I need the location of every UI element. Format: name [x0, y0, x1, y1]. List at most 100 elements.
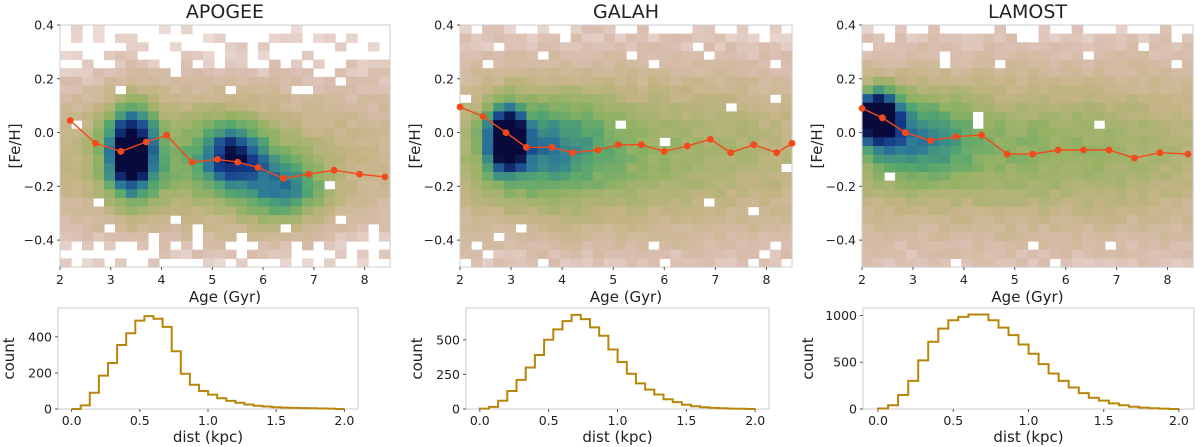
density-cell [203, 171, 215, 182]
density-cell [368, 206, 380, 216]
density-cell [526, 258, 539, 268]
density-cell [1038, 42, 1051, 52]
density-cell [225, 232, 237, 242]
density-cell [247, 111, 259, 121]
density-cell [258, 171, 270, 182]
density-cell [526, 154, 539, 164]
density-cell [504, 241, 516, 251]
density-cell [983, 146, 995, 156]
density-cell [504, 50, 516, 61]
density-cell [1159, 180, 1172, 190]
density-cell [159, 25, 171, 35]
density-cell [148, 111, 160, 121]
density-cell [670, 249, 682, 259]
density-cell [159, 146, 171, 156]
density-cell [637, 85, 649, 95]
density-cell [703, 68, 716, 78]
density-cell [1159, 128, 1172, 138]
density-cell [736, 163, 749, 173]
density-cell [725, 232, 738, 242]
density-cell [1038, 215, 1051, 225]
density-cell [1115, 258, 1128, 268]
density-cell [104, 206, 116, 216]
density-cell [758, 146, 771, 156]
density-cell [648, 137, 660, 147]
density-cell [1016, 102, 1029, 113]
density-cell [313, 33, 325, 43]
density-cell [780, 154, 793, 164]
density-cell [460, 33, 472, 43]
density-cell [115, 154, 127, 164]
density-cell [471, 154, 483, 164]
density-cell [780, 241, 793, 251]
density-cell [203, 206, 215, 216]
density-cell [747, 171, 760, 182]
density-cell [983, 42, 995, 52]
density-cell [950, 189, 962, 199]
density-cell [1181, 189, 1194, 199]
density-cell [482, 206, 494, 216]
trend-point [1156, 149, 1164, 157]
density-cell [1137, 120, 1150, 130]
density-cell [236, 59, 248, 69]
density-cell [192, 68, 204, 78]
density-cell [460, 146, 472, 156]
density-cell [548, 85, 561, 95]
density-cell [1159, 59, 1172, 69]
density-cell [192, 249, 204, 259]
density-cell [581, 42, 594, 52]
density-cell [873, 258, 885, 268]
density-cell [60, 68, 72, 78]
density-cell [537, 128, 550, 138]
density-cell [280, 146, 292, 156]
density-cell [614, 59, 627, 69]
density-cell [203, 59, 215, 69]
density-cell [603, 59, 616, 69]
density-cell [1170, 50, 1183, 61]
density-cell [659, 42, 671, 52]
density-cell [82, 232, 94, 242]
density-cell [1005, 171, 1018, 182]
density-cell [1082, 197, 1095, 208]
density-cell [302, 189, 314, 199]
density-cell [471, 189, 483, 199]
density-cell [115, 59, 127, 69]
density-cell [1170, 232, 1183, 242]
x-tick-label: 0.5 [943, 413, 963, 428]
density-cell [236, 146, 248, 156]
density-cell [637, 241, 649, 251]
density-cell [302, 232, 314, 242]
density-cell [526, 120, 539, 130]
density-cell [526, 102, 539, 113]
density-cell [1060, 33, 1073, 43]
density-cell [769, 42, 782, 52]
density-cell [482, 68, 494, 78]
density-cell [357, 76, 369, 87]
density-cell [972, 249, 984, 259]
density-cell [247, 102, 259, 113]
density-cell [203, 189, 215, 199]
density-cell [972, 189, 984, 199]
density-cell [1049, 33, 1062, 43]
density-cell [681, 102, 693, 113]
density-cell [493, 111, 505, 121]
density-cell [928, 146, 940, 156]
density-cell [537, 94, 550, 104]
density-cell [862, 76, 874, 87]
density-cell [214, 232, 226, 242]
density-cell [93, 146, 105, 156]
density-cell [236, 163, 248, 173]
density-cell [324, 241, 336, 251]
density-cell [626, 249, 638, 259]
density-cell [148, 180, 160, 190]
density-cell [1170, 163, 1183, 173]
density-cell [247, 171, 259, 182]
density-cell [324, 120, 336, 130]
density-cell [537, 33, 550, 43]
density-cell [950, 42, 962, 52]
density-cell [873, 241, 885, 251]
density-cell [515, 154, 527, 164]
density-cell [357, 111, 369, 121]
